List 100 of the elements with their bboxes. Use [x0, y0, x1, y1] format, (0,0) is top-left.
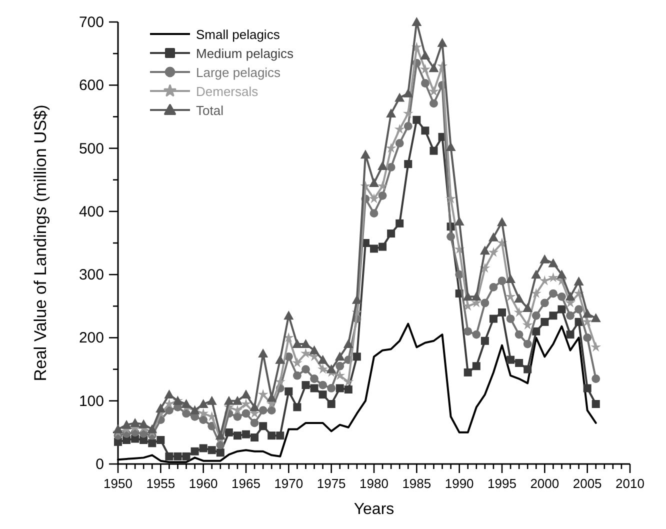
point: [549, 312, 558, 320]
point: [428, 86, 439, 96]
point: [428, 63, 439, 72]
point: [276, 432, 284, 440]
point: [250, 433, 259, 442]
point: [472, 330, 481, 339]
point: [387, 230, 396, 238]
point: [258, 406, 268, 415]
point: [334, 352, 345, 361]
point: [275, 354, 286, 364]
point: [370, 244, 378, 253]
point: [396, 219, 404, 228]
legend-label: Large pelagics: [196, 65, 282, 80]
point: [206, 396, 217, 405]
point: [318, 354, 328, 364]
point: [565, 292, 576, 301]
point: [532, 327, 540, 336]
point: [122, 420, 132, 429]
point: [412, 17, 422, 26]
point: [318, 390, 327, 399]
point: [590, 313, 601, 322]
y-tick-label: 0: [96, 456, 104, 473]
point: [582, 308, 592, 318]
point: [522, 320, 533, 330]
point: [506, 274, 516, 283]
x-tick-label: 1960: [188, 476, 218, 491]
point: [437, 38, 448, 47]
point: [224, 396, 234, 405]
point: [446, 142, 456, 152]
point: [464, 327, 472, 336]
point: [531, 270, 542, 279]
point: [583, 334, 592, 342]
y-tick-label: 400: [78, 203, 104, 220]
point: [464, 368, 472, 376]
point: [310, 374, 318, 383]
point: [592, 374, 600, 383]
point: [352, 294, 362, 304]
point: [446, 232, 455, 241]
point: [283, 332, 294, 342]
point: [250, 402, 260, 412]
point: [240, 398, 252, 408]
point: [156, 403, 166, 412]
point: [412, 116, 421, 124]
point: [404, 160, 412, 168]
point: [421, 126, 430, 135]
point: [216, 448, 224, 457]
point: [524, 365, 532, 374]
point: [378, 242, 387, 251]
point: [540, 254, 550, 264]
point: [292, 339, 302, 348]
point: [242, 409, 250, 418]
point: [138, 419, 149, 428]
point: [293, 371, 302, 380]
point: [336, 384, 344, 392]
point: [224, 428, 233, 436]
point: [233, 432, 242, 440]
point: [377, 180, 388, 191]
point: [394, 92, 405, 102]
point: [386, 108, 396, 118]
point: [300, 348, 311, 358]
point: [583, 384, 592, 392]
point: [268, 432, 276, 440]
point: [147, 424, 158, 434]
point: [488, 232, 498, 242]
point: [514, 294, 524, 303]
x-tick-label: 1975: [316, 476, 346, 491]
point: [590, 342, 602, 352]
point: [403, 88, 414, 98]
y-axis-title: Real Value of Landings (million US$): [31, 104, 50, 382]
point: [420, 50, 430, 60]
point: [462, 292, 473, 301]
point: [370, 209, 378, 218]
point: [309, 345, 320, 354]
point: [480, 246, 490, 255]
x-tick-label: 1995: [488, 476, 516, 491]
point: [540, 298, 549, 308]
point: [352, 352, 361, 361]
x-tick-label: 1965: [232, 476, 260, 491]
point: [181, 399, 192, 408]
x-tick-label: 2000: [530, 476, 560, 491]
point: [420, 64, 430, 74]
y-tick-label: 200: [78, 330, 104, 347]
x-tick-label: 1985: [402, 476, 432, 491]
point: [182, 452, 190, 460]
point: [360, 150, 370, 159]
point: [506, 314, 515, 323]
point: [523, 340, 532, 348]
point: [386, 142, 396, 153]
point: [386, 163, 396, 172]
point: [515, 358, 524, 367]
point: [233, 412, 242, 421]
point: [293, 403, 302, 412]
point: [250, 418, 259, 428]
point: [174, 452, 182, 460]
point: [480, 298, 490, 308]
point: [182, 409, 190, 418]
y-tick-label: 700: [78, 14, 104, 31]
point: [368, 193, 380, 204]
point: [327, 400, 336, 408]
x-tick-label: 2010: [616, 476, 644, 491]
